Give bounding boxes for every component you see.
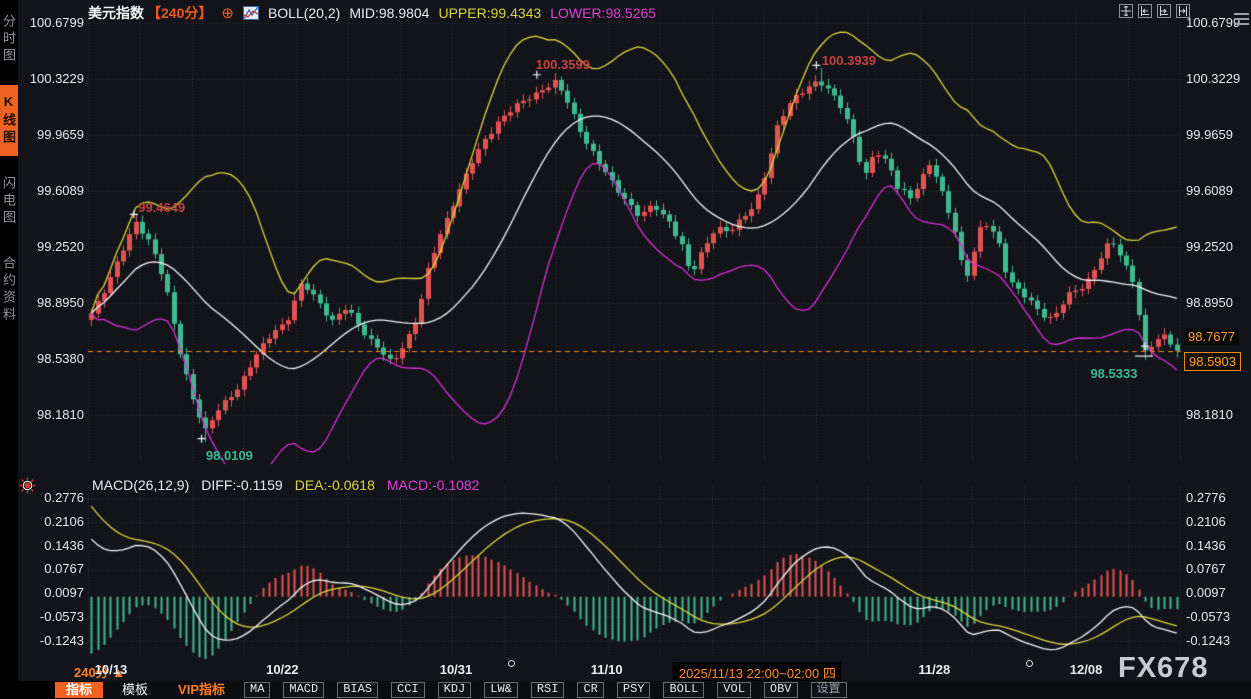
macd-header: MACD(26,12,9) DIFF:-0.1159 DEA:-0.0618 M…	[92, 477, 479, 493]
x-axis-label-10/22: 10/22	[266, 662, 299, 677]
main-y-tick-left: 99.6089	[20, 183, 84, 198]
main-y-tick-right: 99.2520	[1186, 239, 1250, 254]
macd-y-tick-left: 0.0097	[20, 585, 84, 600]
current-price-badge: 98.5903	[1184, 352, 1241, 371]
bottom-toolbar: 指标模板 VIP指标 MA MACD BIAS CCI KDJ LW&RSI CR PSY BOLL…	[0, 681, 1251, 699]
indicator-button-BIAS[interactable]: BIAS	[337, 682, 378, 698]
indicator-button-CCI[interactable]: CCI	[391, 682, 425, 698]
annotation-98.0109: 98.0109	[206, 448, 253, 463]
annotation-99.4649: 99.4649	[138, 200, 185, 215]
macd-y-tick-left: -0.1243	[20, 633, 84, 648]
x-axis-label-10/31: 10/31	[440, 662, 473, 677]
pan-right-icon[interactable]	[1157, 4, 1171, 18]
annotation-98.5333: 98.5333	[1090, 366, 1137, 381]
macd-y-tick-right: 0.2776	[1186, 490, 1250, 505]
add-indicator-icon[interactable]: ⊕	[221, 6, 234, 21]
toolbar-tab-2[interactable]: 模板	[111, 682, 159, 698]
pan-left-icon[interactable]	[1138, 4, 1152, 18]
macd-params: MACD(26,12,9)	[92, 477, 189, 493]
main-y-tick-left: 99.2520	[20, 239, 84, 254]
chart-header: 美元指数 【240分】 ⊕ BOLL(20,2) MID:98.9804 UPP…	[88, 3, 656, 23]
indicator-button-OBV[interactable]: OBV	[764, 682, 798, 698]
sidebar-tab-1[interactable]: 分时图	[0, 5, 18, 74]
menu-icon[interactable]	[1234, 13, 1249, 28]
boll-params: BOLL(20,2)	[268, 5, 340, 21]
axis-marker-icon	[508, 660, 515, 667]
main-y-tick-right: 98.8950	[1186, 295, 1250, 310]
macd-y-tick-left: 0.2106	[20, 514, 84, 529]
macd-y-tick-left: 0.0767	[20, 561, 84, 576]
main-y-tick-left: 98.5380	[20, 351, 84, 366]
macd-y-tick-right: 0.2106	[1186, 514, 1250, 529]
macd-dea-value: DEA:-0.0618	[295, 477, 375, 493]
toolbar-tab-3[interactable]: VIP指标	[167, 682, 236, 698]
macd-y-tick-right: 0.0097	[1186, 585, 1250, 600]
macd-y-tick-right: 0.0767	[1186, 561, 1250, 576]
settings-button[interactable]: 设置	[811, 682, 847, 698]
macd-value: MACD:-0.1082	[387, 477, 480, 493]
main-y-tick-right: 99.9659	[1186, 127, 1250, 142]
indicator-button-RSI[interactable]: RSI	[531, 682, 565, 698]
expand-right-icon[interactable]	[1176, 4, 1190, 18]
boll-upper-value: UPPER:99.4343	[438, 5, 541, 21]
indicator-button-PSY[interactable]: PSY	[617, 682, 651, 698]
x-axis-label-2025/11/13 22:00~02:00 四: 2025/11/13 22:00~02:00 四	[673, 662, 842, 683]
indicator-button-MACD[interactable]: MACD	[283, 682, 324, 698]
mini-chart-icon	[243, 6, 259, 20]
main-y-tick-left: 100.6799	[20, 15, 84, 30]
main-y-tick-left: 99.9659	[20, 127, 84, 142]
chart-application: 美元指数 【240分】 ⊕ BOLL(20,2) MID:98.9804 UPP…	[0, 0, 1251, 699]
left-sidebar: 分时图 K线图闪电图合约资料	[0, 0, 18, 699]
main-y-tick-right: 100.3229	[1186, 71, 1250, 86]
macd-y-tick-left: 0.1436	[20, 538, 84, 553]
toolbar-tab-1[interactable]: 指标	[55, 682, 103, 698]
macd-y-tick-left: -0.0573	[20, 609, 84, 624]
x-axis-label-12/08: 12/08	[1070, 662, 1103, 677]
sidebar-tab-2[interactable]: K线图	[0, 85, 18, 156]
annotation-100.3939: 100.3939	[822, 53, 876, 68]
indicator-button-BOLL[interactable]: BOLL	[663, 682, 704, 698]
macd-diff-value: DIFF:-0.1159	[201, 477, 282, 493]
macd-y-tick-right: -0.0573	[1186, 609, 1250, 624]
x-axis-label-10/13: 10/13	[95, 662, 128, 677]
x-axis-label-11/28: 11/28	[918, 662, 950, 677]
indicator-button-VOL[interactable]: VOL	[717, 682, 751, 698]
indicator-button-CR[interactable]: CR	[577, 682, 603, 698]
sidebar-tab-4[interactable]: 合约资料	[0, 247, 18, 333]
x-axis-row: 240分 ▲ 10/1310/2210/3111/102025/11/13 22…	[0, 660, 1251, 681]
main-y-tick-right: 98.1810	[1186, 407, 1250, 422]
main-y-tick-left: 100.3229	[20, 71, 84, 86]
main-y-tick-left: 98.8950	[20, 295, 84, 310]
crosshair-tool-icon[interactable]	[1119, 4, 1133, 18]
axis-marker-icon	[1026, 660, 1033, 667]
annotation-100.3599: 100.3599	[536, 57, 590, 72]
overlay-layer: 美元指数 【240分】 ⊕ BOLL(20,2) MID:98.9804 UPP…	[0, 0, 1251, 699]
boll-mid-value: MID:98.9804	[349, 5, 429, 21]
indicator-marker-icon[interactable]	[19, 477, 36, 494]
sidebar-tab-3[interactable]: 闪电图	[0, 167, 18, 236]
macd-y-tick-right: 0.1436	[1186, 538, 1250, 553]
x-axis-label-11/10: 11/10	[591, 662, 623, 677]
indicator-button-LW&[interactable]: LW&	[484, 682, 518, 698]
reference-price-badge: 98.7677	[1184, 328, 1239, 345]
boll-lower-value: LOWER:98.5265	[550, 5, 656, 21]
indicator-button-KDJ[interactable]: KDJ	[438, 682, 472, 698]
symbol-name: 美元指数	[88, 3, 144, 23]
period-label: 【240分】	[147, 3, 212, 23]
main-y-tick-right: 99.6089	[1186, 183, 1250, 198]
indicator-button-MA[interactable]: MA	[244, 682, 270, 698]
chart-toolbar-icons	[1119, 4, 1190, 18]
macd-y-tick-right: -0.1243	[1186, 633, 1250, 648]
main-y-tick-left: 98.1810	[20, 407, 84, 422]
